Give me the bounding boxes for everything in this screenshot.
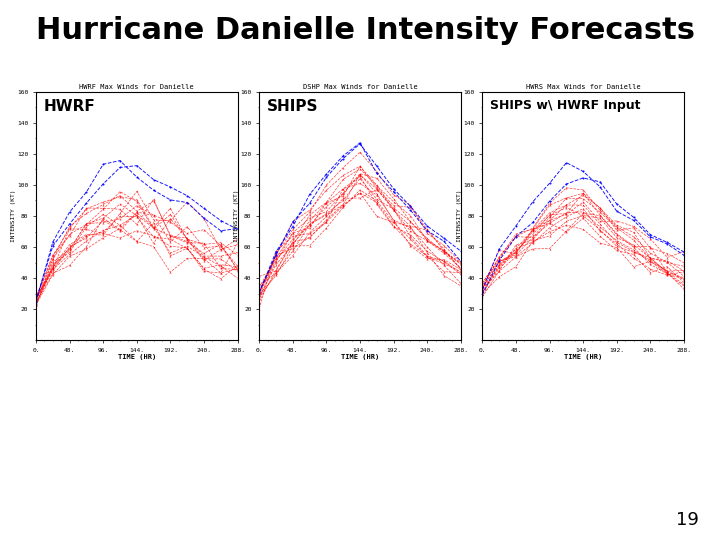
Text: SHIPS w\ HWRF Input: SHIPS w\ HWRF Input [490,99,641,112]
X-axis label: TIME (HR): TIME (HR) [564,354,603,360]
Text: Hurricane Danielle Intensity Forecasts: Hurricane Danielle Intensity Forecasts [36,16,695,45]
Y-axis label: INTENSITY (KT): INTENSITY (KT) [234,190,239,242]
Text: HWRF: HWRF [44,99,96,114]
Y-axis label: INTENSITY (KT): INTENSITY (KT) [457,190,462,242]
Title: HWRF Max Winds for Danielle: HWRF Max Winds for Danielle [79,84,194,90]
Title: DSHP Max Winds for Danielle: DSHP Max Winds for Danielle [302,84,418,90]
X-axis label: TIME (HR): TIME (HR) [341,354,379,360]
Text: SHIPS: SHIPS [267,99,319,114]
Y-axis label: INTENSITY (KT): INTENSITY (KT) [11,190,16,242]
X-axis label: TIME (HR): TIME (HR) [117,354,156,360]
Text: 19: 19 [675,511,698,529]
Title: HWRS Max Winds for Danielle: HWRS Max Winds for Danielle [526,84,641,90]
